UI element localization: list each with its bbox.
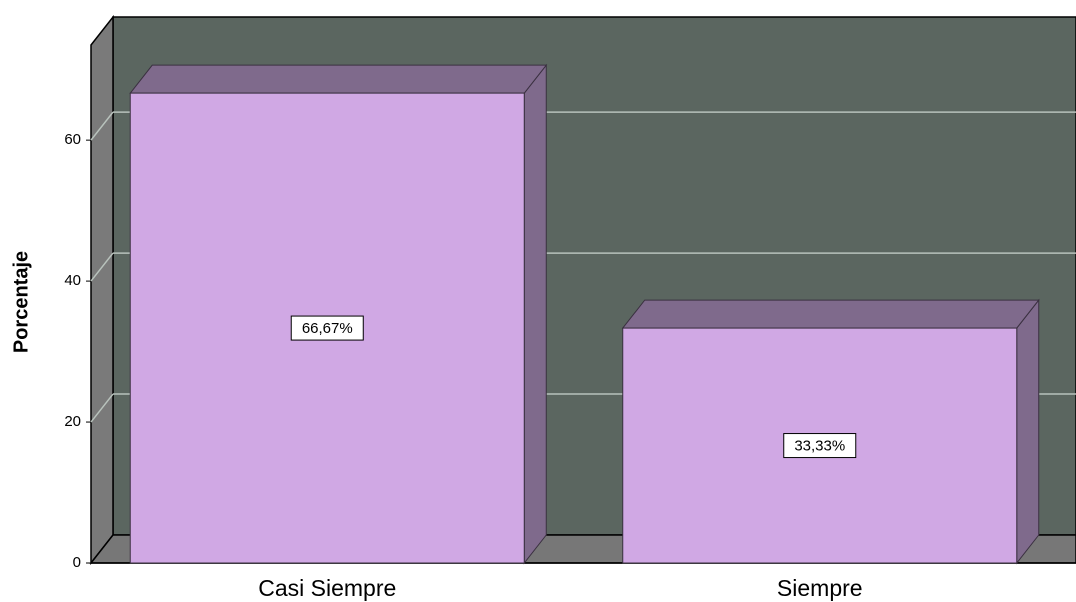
grid-line	[90, 111, 114, 141]
value-label-box	[783, 433, 857, 459]
grid-line	[90, 252, 114, 282]
value-label: 66,67%	[302, 320, 353, 337]
bar-side	[1016, 298, 1040, 565]
value-label: 33,33%	[794, 438, 845, 455]
y-axis-label: Porcentaje	[10, 251, 32, 353]
x-tick-label: Casi Siempre	[258, 575, 396, 601]
bar	[129, 63, 548, 565]
bar	[621, 298, 1040, 565]
y-tick-label: 40	[64, 272, 81, 289]
bar-side	[523, 63, 547, 565]
y-tick-label: 60	[64, 131, 81, 148]
y-tick-label: 0	[73, 554, 81, 571]
grid-line	[90, 393, 114, 423]
bar-top	[129, 64, 548, 94]
value-label-box	[290, 315, 364, 341]
bar-top	[621, 299, 1040, 329]
y-tick-label: 20	[64, 413, 81, 430]
left-wall	[90, 14, 114, 566]
x-tick-label: Siempre	[777, 575, 863, 601]
